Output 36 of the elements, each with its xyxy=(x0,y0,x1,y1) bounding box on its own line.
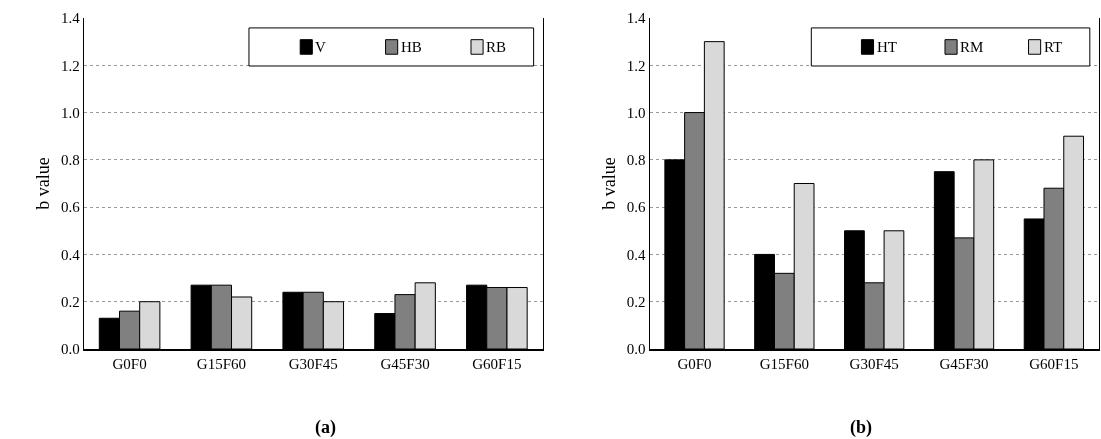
x-tick-label: G15F60 xyxy=(759,356,809,372)
y-tick-label: 0.8 xyxy=(626,152,646,169)
y-tick-label: 0.0 xyxy=(626,341,646,358)
legend-label: HB xyxy=(401,39,422,55)
x-tick-label: G0F0 xyxy=(112,356,147,372)
y-tick-label: 0.2 xyxy=(626,293,646,310)
x-tick-label: G60F15 xyxy=(1029,356,1079,372)
legend-label: HT xyxy=(877,39,897,55)
y-tick-label: 0.2 xyxy=(60,293,80,310)
legend-label: V xyxy=(315,39,326,55)
legend-label: RT xyxy=(1044,39,1063,55)
legend-label: RB xyxy=(486,39,507,55)
y-tick-label: 0.0 xyxy=(60,341,80,358)
x-tick-label: G45F30 xyxy=(939,356,989,372)
y-tick-label: 1.2 xyxy=(626,57,646,74)
x-tick-label: G30F45 xyxy=(288,356,338,372)
x-tick-label: G0F0 xyxy=(677,356,712,372)
y-tick-label: 1.0 xyxy=(60,104,80,121)
y-tick-label: 0.4 xyxy=(626,246,647,263)
y-tick-label: 0.6 xyxy=(60,199,81,216)
y-axis-title: b value xyxy=(33,157,54,210)
x-tick-label: G60F15 xyxy=(472,356,522,372)
y-tick-label: 0.4 xyxy=(60,246,81,263)
x-tick-label: G15F60 xyxy=(196,356,247,372)
y-tick-label: 1.4 xyxy=(626,10,647,27)
y-tick-label: 0.8 xyxy=(60,152,80,169)
text: (b) xyxy=(850,417,872,438)
text: (a) xyxy=(315,417,336,438)
y-tick-label: 1.0 xyxy=(626,104,646,121)
x-tick-label: G30F45 xyxy=(849,356,899,372)
y-tick-label: 1.4 xyxy=(60,10,81,27)
y-tick-label: 1.2 xyxy=(60,57,80,74)
legend-label: RM xyxy=(960,39,984,55)
x-tick-label: G45F30 xyxy=(380,356,430,372)
y-axis-title: b value xyxy=(599,157,620,210)
y-tick-label: 0.6 xyxy=(626,199,647,216)
